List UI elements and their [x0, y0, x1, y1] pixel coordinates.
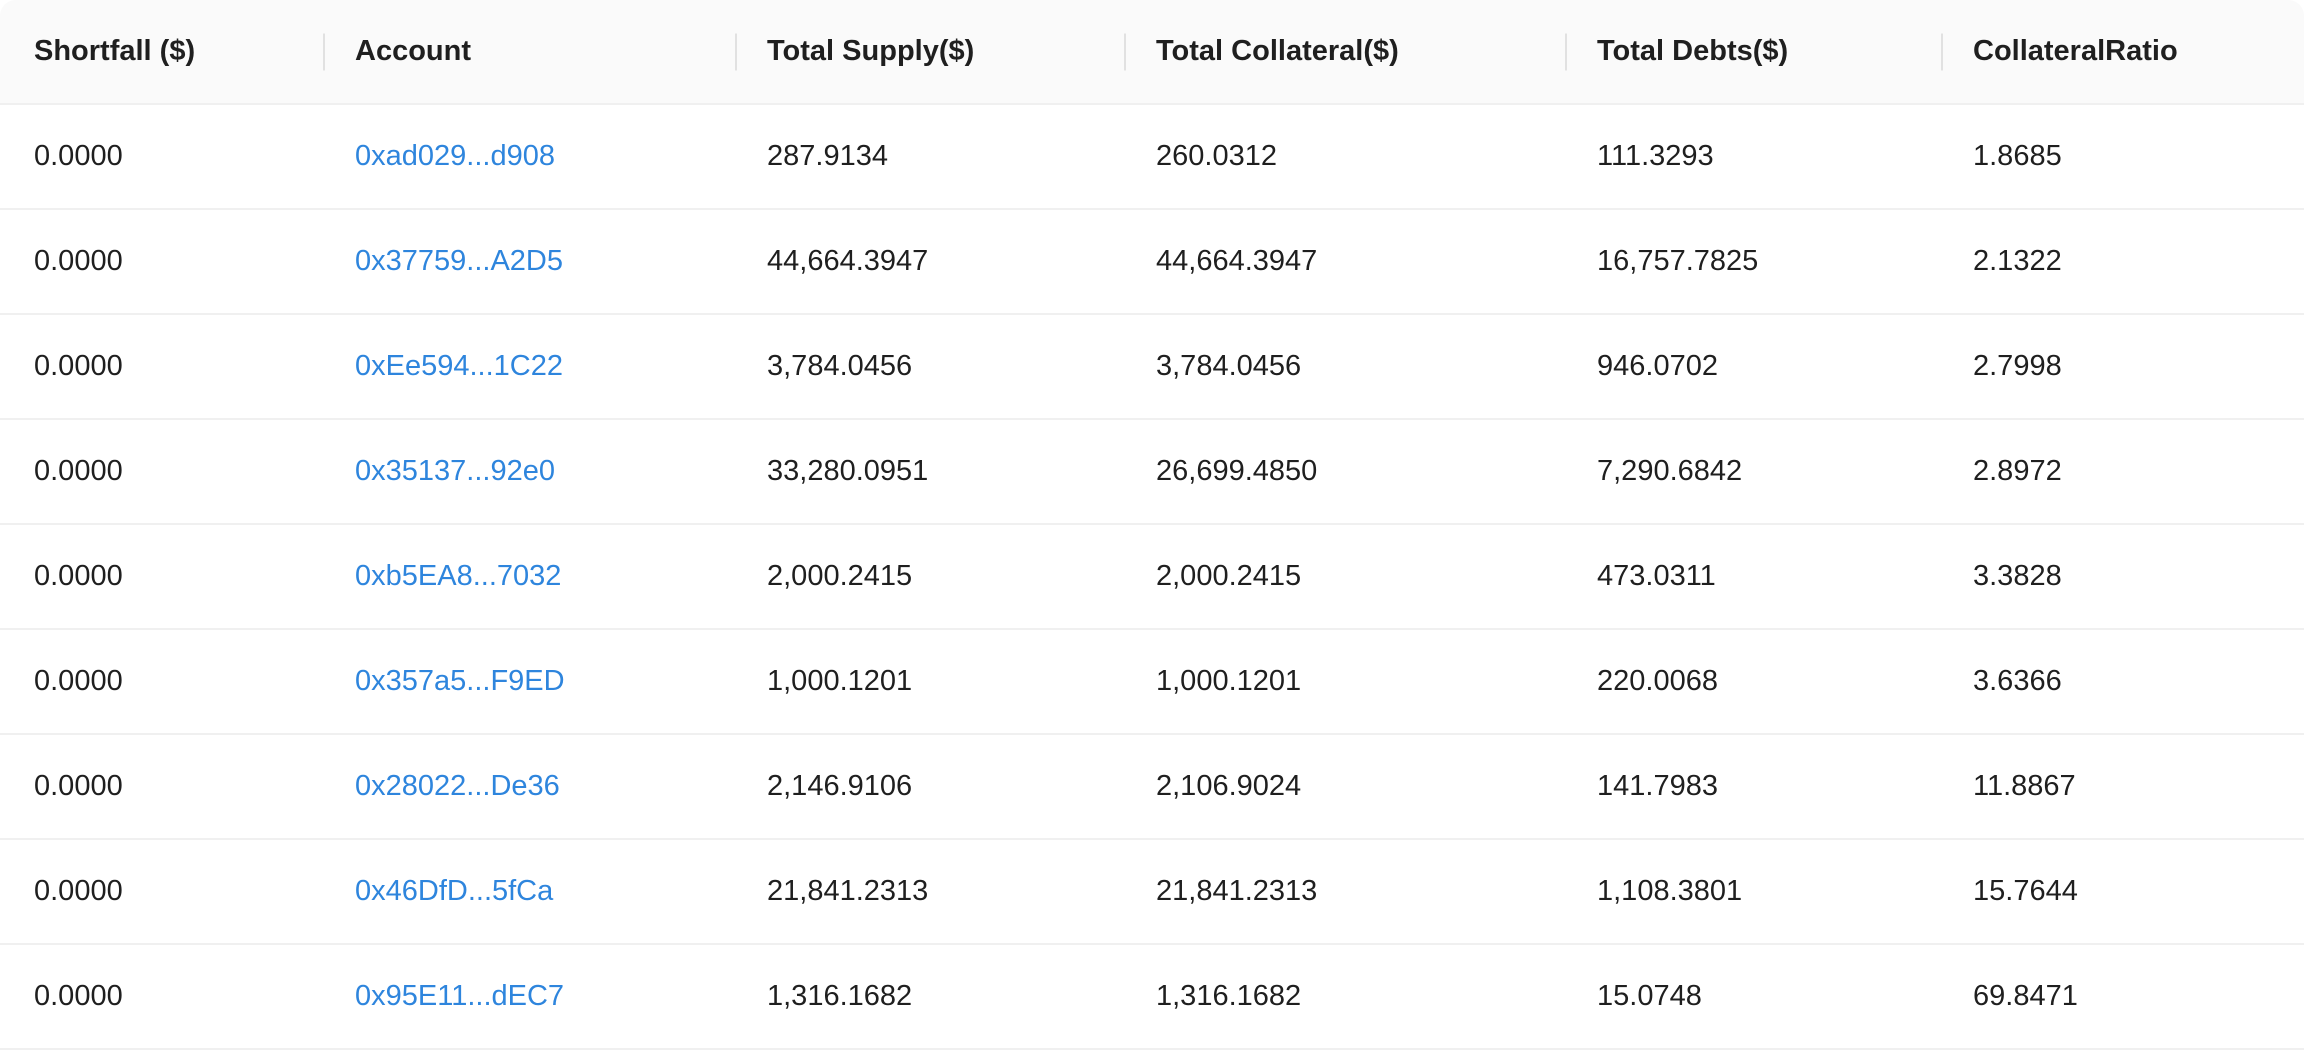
total-supply-cell: 2,146.9106	[735, 735, 1124, 840]
total-debts-cell: 1,108.3801	[1565, 840, 1941, 945]
total-debts-cell: 7,290.6842	[1565, 420, 1941, 525]
total-supply-cell: 1,000.1201	[735, 630, 1124, 735]
account-link[interactable]: 0x37759...A2D5	[355, 245, 563, 277]
total-collateral-cell: 3,784.0456	[1124, 315, 1565, 420]
header-row: Shortfall ($) Account Total Supply($) To…	[0, 0, 2304, 105]
column-header-total-collateral: Total Collateral($)	[1124, 0, 1565, 105]
total-supply-cell: 44,664.3947	[735, 210, 1124, 315]
total-collateral-cell: 44,664.3947	[1124, 210, 1565, 315]
account-link[interactable]: 0xb5EA8...7032	[355, 560, 562, 592]
collateral-ratio-cell: 11.8867	[1941, 735, 2304, 840]
table-row: 0.0000 0x35137...92e0 33,280.0951 26,699…	[0, 420, 2304, 525]
column-header-total-debts: Total Debts($)	[1565, 0, 1941, 105]
total-debts-cell: 220.0068	[1565, 630, 1941, 735]
shortfall-cell: 0.0000	[0, 315, 323, 420]
total-supply-cell: 1,316.1682	[735, 945, 1124, 1050]
account-cell: 0x28022...De36	[323, 735, 735, 840]
total-supply-cell: 2,000.2415	[735, 525, 1124, 630]
shortfall-cell: 0.0000	[0, 735, 323, 840]
table-row: 0.0000 0x95E11...dEC7 1,316.1682 1,316.1…	[0, 945, 2304, 1050]
shortfall-cell: 0.0000	[0, 105, 323, 210]
account-link[interactable]: 0xad029...d908	[355, 140, 555, 172]
collateral-ratio-cell: 2.7998	[1941, 315, 2304, 420]
total-supply-cell: 21,841.2313	[735, 840, 1124, 945]
account-cell: 0xEe594...1C22	[323, 315, 735, 420]
total-debts-cell: 111.3293	[1565, 105, 1941, 210]
total-debts-cell: 16,757.7825	[1565, 210, 1941, 315]
total-debts-cell: 141.7983	[1565, 735, 1941, 840]
column-header-shortfall: Shortfall ($)	[0, 0, 323, 105]
account-link[interactable]: 0x46DfD...5fCa	[355, 875, 554, 907]
total-supply-cell: 33,280.0951	[735, 420, 1124, 525]
total-collateral-cell: 21,841.2313	[1124, 840, 1565, 945]
account-link[interactable]: 0x28022...De36	[355, 770, 560, 802]
account-cell: 0x37759...A2D5	[323, 210, 735, 315]
total-collateral-cell: 1,000.1201	[1124, 630, 1565, 735]
shortfall-cell: 0.0000	[0, 210, 323, 315]
shortfall-cell: 0.0000	[0, 840, 323, 945]
table-body: 0.0000 0xad029...d908 287.9134 260.0312 …	[0, 105, 2304, 1050]
total-collateral-cell: 260.0312	[1124, 105, 1565, 210]
account-cell: 0x357a5...F9ED	[323, 630, 735, 735]
total-supply-cell: 287.9134	[735, 105, 1124, 210]
total-debts-cell: 473.0311	[1565, 525, 1941, 630]
total-collateral-cell: 26,699.4850	[1124, 420, 1565, 525]
table-row: 0.0000 0x37759...A2D5 44,664.3947 44,664…	[0, 210, 2304, 315]
collateral-ratio-cell: 2.1322	[1941, 210, 2304, 315]
account-cell: 0x46DfD...5fCa	[323, 840, 735, 945]
account-cell: 0x35137...92e0	[323, 420, 735, 525]
account-cell: 0xad029...d908	[323, 105, 735, 210]
account-cell: 0x95E11...dEC7	[323, 945, 735, 1050]
account-link[interactable]: 0x95E11...dEC7	[355, 980, 565, 1012]
column-header-total-supply: Total Supply($)	[735, 0, 1124, 105]
collateral-ratio-cell: 1.8685	[1941, 105, 2304, 210]
collateral-ratio-cell: 3.6366	[1941, 630, 2304, 735]
table-row: 0.0000 0x46DfD...5fCa 21,841.2313 21,841…	[0, 840, 2304, 945]
column-header-collateral-ratio: CollateralRatio	[1941, 0, 2304, 105]
account-link[interactable]: 0xEe594...1C22	[355, 350, 563, 382]
shortfall-cell: 0.0000	[0, 945, 323, 1050]
account-link[interactable]: 0x357a5...F9ED	[355, 665, 565, 697]
collateral-ratio-cell: 2.8972	[1941, 420, 2304, 525]
table-row: 0.0000 0xad029...d908 287.9134 260.0312 …	[0, 105, 2304, 210]
table-row: 0.0000 0x357a5...F9ED 1,000.1201 1,000.1…	[0, 630, 2304, 735]
total-supply-cell: 3,784.0456	[735, 315, 1124, 420]
table-row: 0.0000 0xEe594...1C22 3,784.0456 3,784.0…	[0, 315, 2304, 420]
shortfall-cell: 0.0000	[0, 525, 323, 630]
collateral-ratio-cell: 15.7644	[1941, 840, 2304, 945]
column-header-account: Account	[323, 0, 735, 105]
total-debts-cell: 946.0702	[1565, 315, 1941, 420]
table-row: 0.0000 0xb5EA8...7032 2,000.2415 2,000.2…	[0, 525, 2304, 630]
total-collateral-cell: 2,106.9024	[1124, 735, 1565, 840]
total-collateral-cell: 2,000.2415	[1124, 525, 1565, 630]
collateral-ratio-cell: 69.8471	[1941, 945, 2304, 1050]
account-link[interactable]: 0x35137...92e0	[355, 455, 555, 487]
total-debts-cell: 15.0748	[1565, 945, 1941, 1050]
collateral-ratio-cell: 3.3828	[1941, 525, 2304, 630]
account-cell: 0xb5EA8...7032	[323, 525, 735, 630]
table-row: 0.0000 0x28022...De36 2,146.9106 2,106.9…	[0, 735, 2304, 840]
table-header: Shortfall ($) Account Total Supply($) To…	[0, 0, 2304, 105]
total-collateral-cell: 1,316.1682	[1124, 945, 1565, 1050]
shortfall-cell: 0.0000	[0, 420, 323, 525]
shortfall-cell: 0.0000	[0, 630, 323, 735]
